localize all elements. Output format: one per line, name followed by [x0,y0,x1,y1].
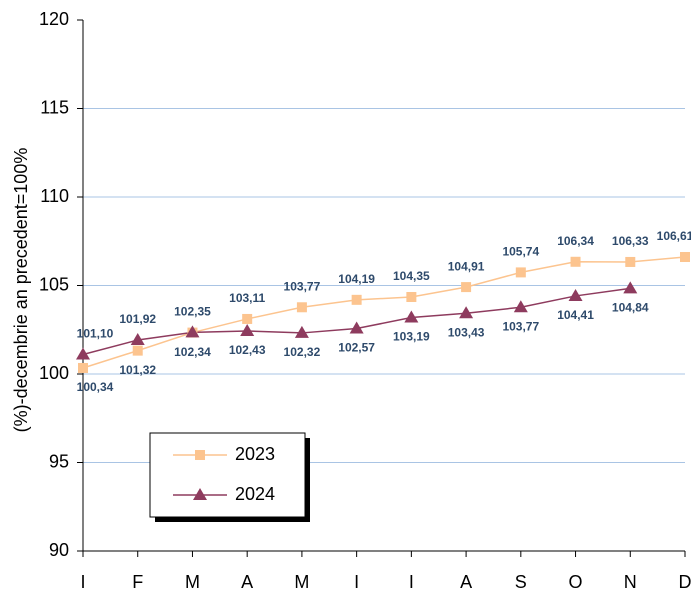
x-tick-label: M [294,572,309,589]
legend-marker [193,488,207,500]
y-tick-label: 105 [39,274,69,294]
legend-box [149,432,306,518]
data-point [78,362,88,373]
series-line [82,256,686,369]
value-label: 103,11 [229,291,265,305]
value-label: 103,19 [393,330,430,344]
value-label: 106,61 [657,229,691,243]
data-point [570,256,581,267]
data-point [513,300,528,313]
data-point [404,310,419,323]
data-point [242,313,253,324]
value-label: 103,77 [284,279,321,293]
x-tick-label: A [241,572,253,589]
value-label: 102,32 [284,345,321,359]
data-point [185,325,200,338]
y-tick-label: 95 [49,451,69,471]
value-label: 101,32 [119,363,156,377]
x-tick-label: N [624,572,637,589]
x-tick-label: D [679,572,691,589]
value-label: 104,84 [612,301,649,315]
data-point [680,252,690,263]
x-tick-label: A [460,572,472,589]
legend: 2023 2024 [149,432,310,522]
data-point [76,347,90,360]
x-tick-label: M [185,572,200,589]
data-point [240,323,255,336]
data-point [132,345,143,356]
x-tick-label: O [569,572,583,589]
value-label: 106,34 [557,234,594,248]
data-point [568,288,583,301]
x-tick-label: S [515,572,527,589]
data-point [625,256,636,267]
x-tick-label: I [354,572,359,589]
value-label: 105,74 [502,245,539,259]
value-label: 104,91 [448,259,485,273]
value-label: 100,34 [77,380,114,394]
y-tick-label: 110 [40,186,69,206]
value-label: 102,34 [174,345,211,359]
data-point [623,281,638,294]
value-label: 102,57 [338,341,375,355]
data-point [349,321,364,334]
y-axis-label: (%)-decembrie an precedent=100% [11,148,31,433]
data-point [459,306,474,319]
x-tick-label: I [80,572,85,589]
value-label: 106,33 [612,234,649,248]
data-point [294,325,309,338]
value-label: 102,35 [174,305,211,319]
data-point [406,292,417,303]
legend-marker [195,450,205,460]
legend-label: 2024 [235,484,275,504]
data-point [515,267,526,278]
data-point [461,282,472,293]
y-tick-label: 90 [49,540,69,560]
value-label: 102,43 [229,343,266,357]
x-tick-label: F [132,572,143,589]
data-point [351,294,362,305]
value-label: 104,19 [338,272,375,286]
value-label: 104,35 [393,269,430,283]
value-label: 103,77 [502,319,539,333]
y-tick-label: 120 [39,9,69,29]
value-label: 101,92 [119,312,156,326]
data-point [296,302,307,313]
value-label: 103,43 [448,325,485,339]
y-tick-label: 115 [40,97,69,117]
data-point [130,333,145,346]
value-label: 104,41 [557,308,594,322]
y-tick-label: 100 [39,363,69,383]
legend-label: 2023 [235,444,275,464]
x-tick-label: I [409,572,414,589]
value-label: 101,10 [77,327,114,341]
